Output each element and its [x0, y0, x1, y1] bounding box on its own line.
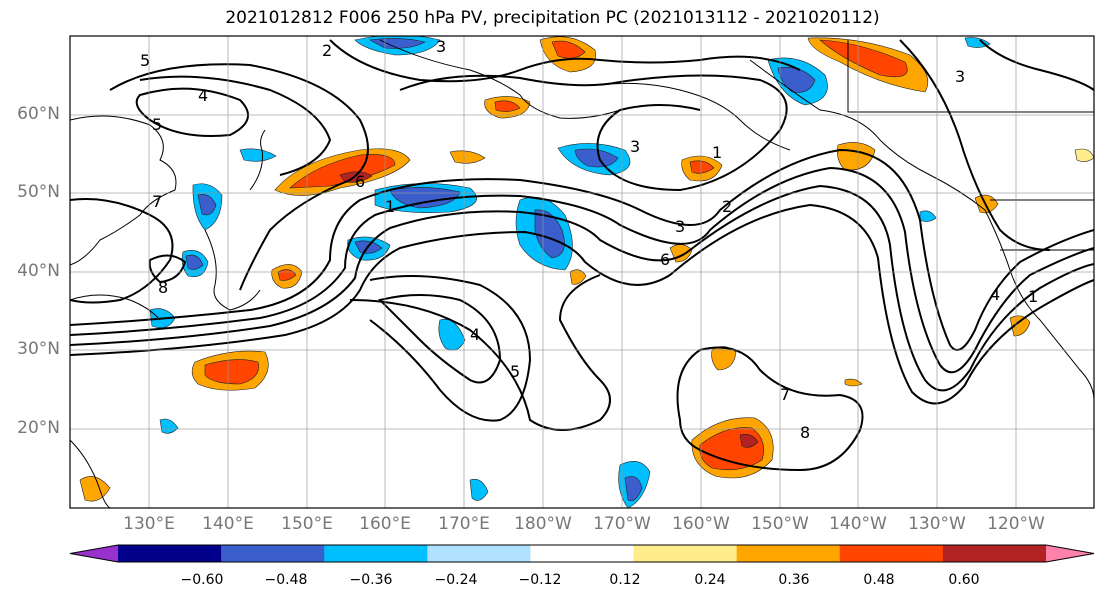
contour-label: 2	[722, 197, 732, 216]
lon-label: 170°W	[593, 514, 651, 534]
colorbar-tick: −0.24	[434, 572, 478, 588]
map-frame	[69, 35, 1095, 509]
lon-label: 160°E	[359, 514, 411, 534]
contour-label: 4	[198, 86, 208, 105]
colorbar-bin	[942, 545, 1047, 562]
colorbar-outline	[69, 544, 1095, 563]
contour-label: 3	[630, 137, 640, 156]
lat-label: 60°N	[17, 104, 60, 124]
contour-label: 4	[990, 285, 1000, 304]
contour-label: 1	[712, 143, 722, 162]
colorbar-tick: 0.24	[694, 572, 726, 588]
lon-label: 140°W	[829, 514, 887, 534]
colorbar-bin	[221, 545, 325, 562]
colorbar-bin	[118, 545, 222, 562]
colorbar-bin	[427, 545, 531, 562]
contour-label: 1	[1028, 287, 1038, 306]
colorbar-tick: −0.48	[264, 572, 308, 588]
colorbar-bin	[530, 545, 635, 562]
colorbar-tick: −0.36	[349, 572, 393, 588]
lat-label: 20°N	[17, 418, 60, 438]
contour-label: 6	[660, 250, 670, 269]
map-title: 2021012812 F006 250 hPa PV, precipitatio…	[225, 8, 880, 28]
lon-label: 150°W	[751, 514, 809, 534]
colorbar-tick: −0.12	[518, 572, 562, 588]
lon-label: 180°W	[514, 514, 572, 534]
contour-label: 7	[152, 192, 162, 211]
contour-label: 2	[322, 41, 332, 60]
lon-label: 130°E	[123, 514, 175, 534]
colorbar-tick: −0.60	[180, 572, 224, 588]
graticule	[70, 36, 1094, 508]
contour-labels: 2 3 5 4 5 6 7 8 1 3 2 3 4 5 6 7 8 1 3 4 …	[140, 37, 1038, 442]
contour-label: 3	[675, 217, 685, 236]
lat-label: 50°N	[17, 182, 60, 202]
colorbar-extend-max	[1046, 545, 1094, 562]
lon-label: 120°W	[987, 514, 1045, 534]
lon-label: 170°E	[438, 514, 490, 534]
contour-label: 5	[510, 362, 520, 381]
colorbar-bin	[736, 545, 841, 562]
lon-label: 140°E	[202, 514, 254, 534]
lon-label: 160°W	[672, 514, 730, 534]
colorbar-tick: 0.36	[778, 572, 810, 588]
lat-label: 40°N	[17, 261, 60, 281]
contour-label: 1	[385, 197, 395, 216]
precip-shading	[79, 36, 1094, 508]
contour-label: 6	[355, 172, 365, 191]
colorbar-extend-min	[70, 545, 118, 562]
contour-label: 8	[800, 423, 810, 442]
contour-label: 8	[158, 278, 168, 297]
colorbar-bin	[324, 545, 428, 562]
lat-label: 30°N	[17, 339, 60, 359]
coastlines	[70, 39, 1094, 508]
colorbar-tick: 0.60	[948, 572, 980, 588]
lon-label: 130°W	[908, 514, 966, 534]
colorbar-tick: 0.48	[863, 572, 895, 588]
contour-label: 5	[152, 115, 162, 134]
pv-contours	[70, 39, 1094, 472]
contour-label: 7	[780, 385, 790, 404]
colorbar-bin	[633, 545, 738, 562]
colorbar-tick: 0.12	[609, 572, 641, 588]
lon-label: 150°E	[281, 514, 333, 534]
colorbar-bin	[839, 545, 944, 562]
contour-label: 3	[436, 37, 446, 56]
contour-label: 4	[470, 325, 480, 344]
contour-label: 5	[140, 51, 150, 70]
contour-label: 3	[955, 67, 965, 86]
